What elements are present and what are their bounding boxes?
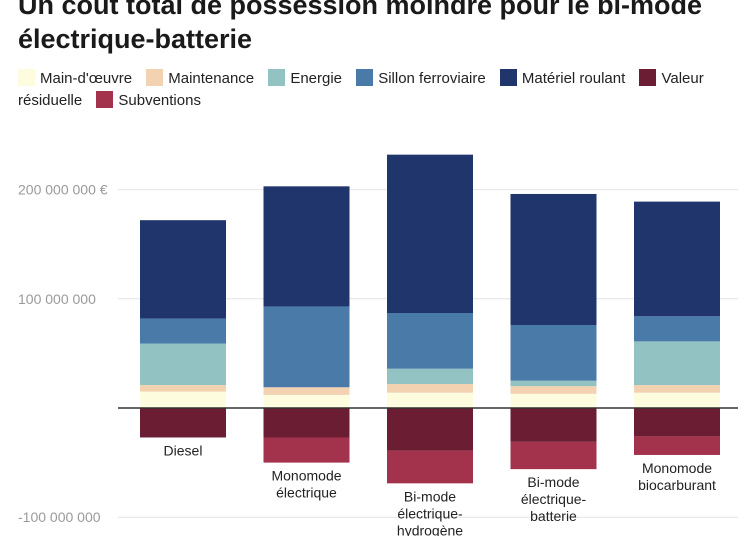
- bar-segment: [510, 441, 597, 470]
- legend-label: Energie: [290, 70, 343, 87]
- legend-item: Sillon ferroviaire: [356, 69, 486, 87]
- legend-item: Maintenance: [146, 69, 255, 87]
- bar-segment: [263, 387, 350, 395]
- bar-segment: [510, 386, 597, 394]
- bar-segment: [387, 368, 473, 384]
- legend-label: Valeur résiduelle: [18, 70, 704, 109]
- bar-segment: [510, 393, 597, 408]
- bar-segment: [387, 312, 473, 369]
- legend-label: Subventions: [118, 92, 201, 109]
- bar-segment: [634, 408, 720, 437]
- bar-segment: [510, 325, 597, 381]
- category-label: Diesel: [164, 442, 203, 458]
- category-label: Bi-mode électrique-hydrogène: [397, 488, 463, 536]
- bar-segment: [634, 341, 720, 386]
- bar-segment: [634, 385, 720, 393]
- bar-segment: [140, 391, 226, 408]
- legend-swatch: [96, 91, 114, 108]
- legend-swatch: [268, 69, 286, 86]
- category-label: Bi-mode électrique-batterie: [521, 474, 587, 524]
- legend-swatch: [18, 69, 35, 86]
- bar-segment: [140, 318, 226, 344]
- bar-segment: [387, 383, 473, 393]
- bar-segment: [387, 450, 473, 484]
- bar-segment: [263, 186, 350, 307]
- bar-segment: [387, 392, 473, 408]
- y-tick-label: -100 000 000: [18, 509, 101, 525]
- bar-segment: [140, 220, 226, 319]
- legend-swatch: [499, 69, 517, 86]
- legend-item: Valeur résiduelle: [18, 69, 704, 109]
- bar-segment: [634, 436, 720, 455]
- bar-segment: [510, 193, 597, 326]
- y-tick-label: 200 000 000 €: [18, 182, 108, 198]
- legend-label: Main-d'œuvre: [40, 70, 133, 87]
- y-tick-label: 100 000 000: [18, 291, 96, 307]
- bar-segment: [263, 437, 350, 463]
- legend-swatch: [356, 69, 374, 86]
- legend-label: Sillon ferroviaire: [378, 70, 486, 87]
- legend-item: Subventions: [96, 91, 201, 109]
- category-label: Monomode biocarburant: [638, 460, 716, 493]
- legend-label: Maintenance: [168, 70, 255, 87]
- bar-segment: [387, 408, 473, 451]
- bar-segment: [140, 408, 226, 438]
- bar-segment: [387, 154, 473, 313]
- legend-swatch: [639, 69, 657, 86]
- bar-segment: [510, 380, 597, 387]
- bar-segment: [634, 316, 720, 342]
- legend-item: Main-d'œuvre: [18, 69, 133, 87]
- bar-segment: [263, 306, 350, 388]
- legend: Main-d'œuvre Maintenance Energie Sillon …: [18, 68, 730, 112]
- legend-label: Matériel roulant: [521, 70, 626, 87]
- bar-segment: [263, 394, 350, 408]
- bar-segment: [510, 408, 597, 442]
- legend-item: Matériel roulant: [499, 69, 626, 87]
- bar-segment: [140, 343, 226, 386]
- bar-segment: [634, 201, 720, 317]
- chart-title: Un coût total de possession moindre pour…: [18, 0, 703, 54]
- legend-swatch: [146, 69, 164, 86]
- bar-segment: [140, 385, 226, 392]
- legend-item: Energie: [268, 69, 343, 87]
- bar-segment: [634, 392, 720, 408]
- category-label: Monomode électrique: [271, 468, 341, 501]
- bar-segment: [263, 408, 350, 438]
